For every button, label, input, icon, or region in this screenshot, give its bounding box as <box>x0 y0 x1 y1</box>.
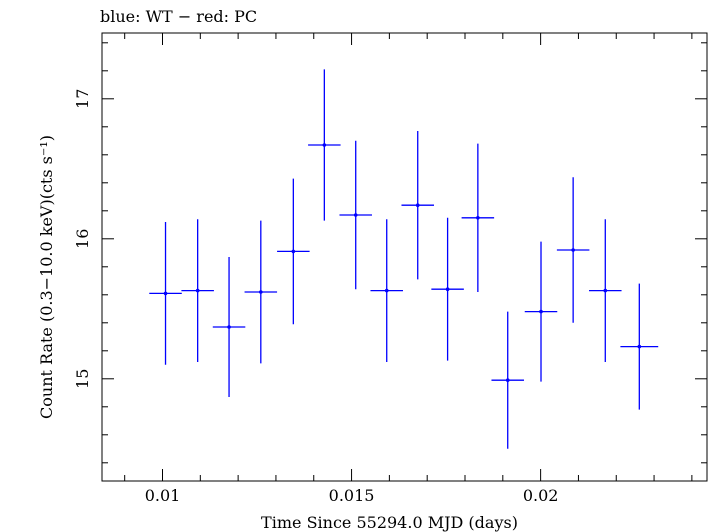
point-marker <box>291 249 296 254</box>
plot-frame <box>101 32 708 482</box>
data-point <box>589 219 622 362</box>
point-marker <box>571 248 575 252</box>
point-marker <box>195 288 200 293</box>
data-point <box>620 283 659 410</box>
chart-title: blue: WT − red: PC <box>100 7 257 26</box>
data-point <box>212 257 246 397</box>
point-marker <box>476 216 480 220</box>
tick-labels: 0.01 0.015 0.02 15 16 17 <box>73 89 558 505</box>
point-marker <box>637 344 642 349</box>
point-marker <box>163 291 168 296</box>
data-point <box>181 219 214 362</box>
point-marker <box>603 288 608 293</box>
data-point <box>491 311 524 449</box>
y-tick-label: 16 <box>73 229 92 249</box>
data-point <box>401 131 434 280</box>
x-axis-label: Time Since 55294.0 MJD (days) <box>261 513 518 532</box>
data-point <box>149 222 182 365</box>
point-marker <box>539 309 543 314</box>
point-marker <box>227 325 231 329</box>
point-marker <box>259 290 263 294</box>
data-point <box>461 143 495 292</box>
point-marker <box>505 378 510 383</box>
data-points <box>149 69 659 449</box>
data-point <box>244 220 278 364</box>
point-marker <box>322 143 327 147</box>
data-point <box>524 241 558 382</box>
point-marker <box>353 213 358 217</box>
point-marker <box>384 288 389 293</box>
data-point <box>339 140 372 290</box>
data-point <box>431 217 464 361</box>
data-point <box>370 219 403 362</box>
data-point <box>308 69 341 221</box>
y-tick-label: 15 <box>73 369 92 389</box>
point-marker <box>415 203 420 207</box>
axis-ticks <box>102 33 707 481</box>
x-tick-label: 0.015 <box>329 486 375 505</box>
data-point <box>277 178 310 325</box>
y-tick-label: 17 <box>73 89 92 109</box>
data-point <box>556 177 590 323</box>
x-tick-label: 0.02 <box>523 486 559 505</box>
x-tick-label: 0.01 <box>145 486 181 505</box>
point-marker <box>445 287 450 292</box>
y-axis-label: Count Rate (0.3−10.0 keV)(cts s⁻¹) <box>37 135 56 419</box>
